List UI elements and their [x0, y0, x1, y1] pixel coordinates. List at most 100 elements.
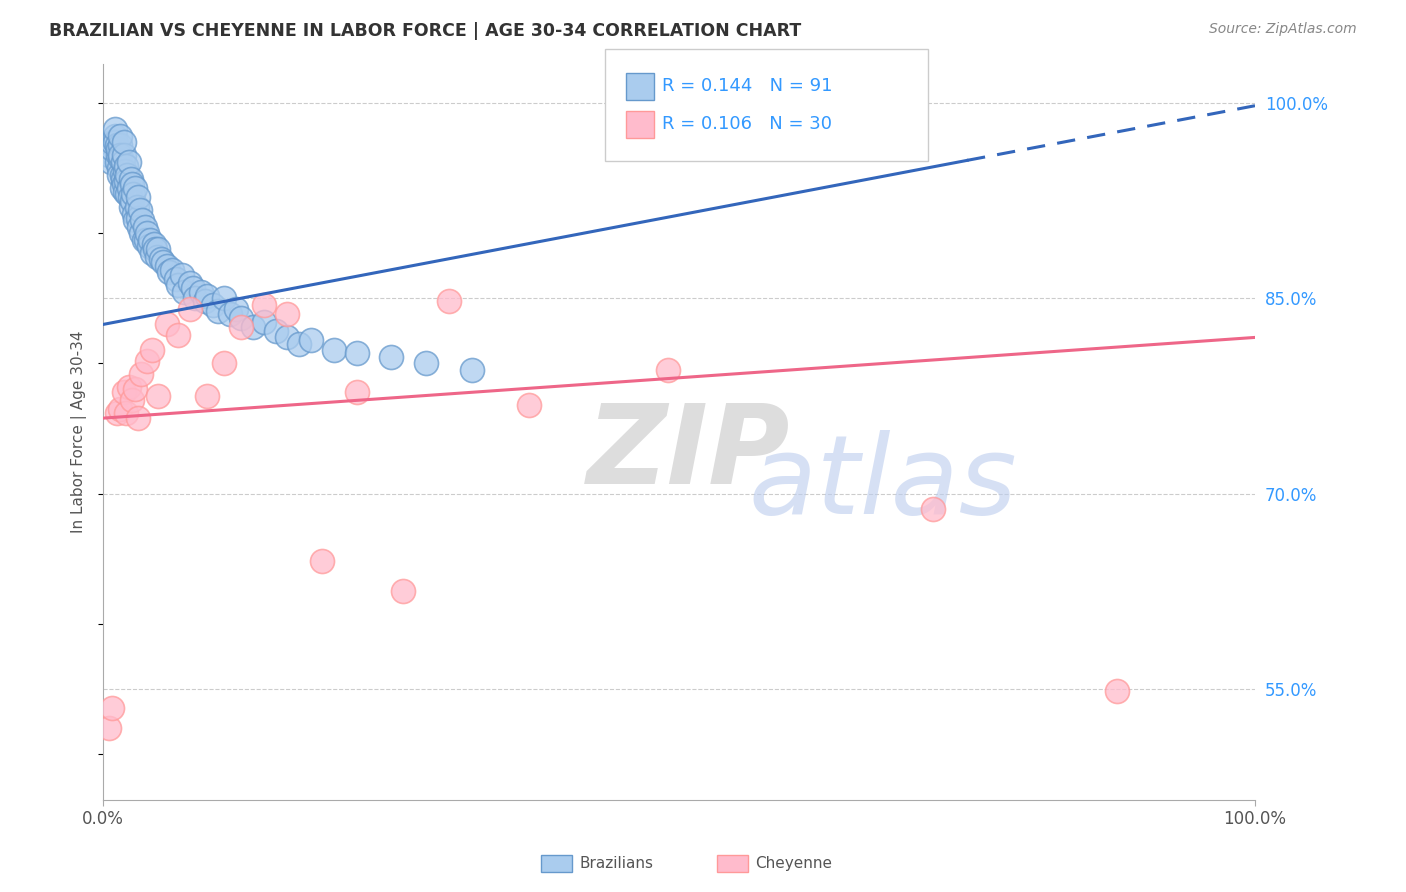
Point	[104, 122, 127, 136]
Point	[135, 233, 157, 247]
Point	[165, 272, 187, 286]
Point	[190, 285, 212, 299]
Point	[155, 259, 177, 273]
Point	[157, 265, 180, 279]
Point	[124, 383, 146, 397]
Point	[219, 307, 242, 321]
Point	[118, 190, 141, 204]
Point	[105, 137, 128, 152]
Point	[122, 187, 145, 202]
Point	[105, 154, 128, 169]
Point	[437, 293, 460, 308]
Point	[142, 236, 165, 251]
Point	[207, 304, 229, 318]
Point	[195, 289, 218, 303]
Point	[117, 180, 139, 194]
Point	[139, 233, 162, 247]
Point	[121, 194, 143, 208]
Point	[201, 298, 224, 312]
Point	[155, 318, 177, 332]
Point	[148, 389, 170, 403]
Point	[121, 177, 143, 191]
Point	[112, 385, 135, 400]
Point	[173, 285, 195, 299]
Point	[108, 168, 131, 182]
Point	[110, 128, 132, 143]
Point	[108, 161, 131, 176]
Point	[110, 148, 132, 162]
Point	[101, 701, 124, 715]
Text: Cheyenne: Cheyenne	[755, 856, 832, 871]
Point	[117, 380, 139, 394]
Point	[146, 250, 169, 264]
Point	[253, 298, 276, 312]
Point	[148, 242, 170, 256]
Point	[167, 278, 190, 293]
Text: atlas: atlas	[748, 430, 1017, 537]
Point	[124, 213, 146, 227]
Point	[657, 363, 679, 377]
Point	[136, 227, 159, 241]
Point	[179, 301, 201, 316]
Point	[112, 135, 135, 149]
Point	[1105, 684, 1128, 698]
Point	[127, 211, 149, 225]
Point	[143, 242, 166, 256]
Point	[129, 227, 152, 241]
Point	[519, 398, 541, 412]
Point	[120, 171, 142, 186]
Point	[276, 307, 298, 321]
Point	[380, 350, 402, 364]
Point	[101, 142, 124, 156]
Y-axis label: In Labor Force | Age 30-34: In Labor Force | Age 30-34	[72, 331, 87, 533]
Point	[415, 356, 437, 370]
Point	[111, 154, 134, 169]
Point	[112, 148, 135, 162]
Point	[346, 385, 368, 400]
Point	[111, 171, 134, 186]
Point	[141, 245, 163, 260]
Point	[129, 367, 152, 381]
Point	[104, 135, 127, 149]
Point	[276, 330, 298, 344]
Point	[264, 324, 287, 338]
Point	[117, 168, 139, 182]
Point	[98, 148, 121, 162]
Point	[212, 356, 235, 370]
Point	[152, 255, 174, 269]
Point	[104, 128, 127, 143]
Point	[115, 159, 138, 173]
Point	[127, 190, 149, 204]
Point	[124, 207, 146, 221]
Point	[461, 363, 484, 377]
Point	[391, 584, 413, 599]
Point	[110, 151, 132, 165]
Point	[127, 411, 149, 425]
Point	[167, 327, 190, 342]
Point	[132, 233, 155, 247]
Point	[195, 389, 218, 403]
Point	[107, 148, 129, 162]
Point	[110, 402, 132, 417]
Point	[105, 406, 128, 420]
Text: Source: ZipAtlas.com: Source: ZipAtlas.com	[1209, 22, 1357, 37]
Point	[125, 200, 148, 214]
Point	[193, 293, 215, 308]
Text: BRAZILIAN VS CHEYENNE IN LABOR FORCE | AGE 30-34 CORRELATION CHART: BRAZILIAN VS CHEYENNE IN LABOR FORCE | A…	[49, 22, 801, 40]
Point	[184, 291, 207, 305]
Point	[149, 252, 172, 267]
Point	[141, 343, 163, 358]
Point	[107, 142, 129, 156]
Point	[181, 281, 204, 295]
Point	[128, 219, 150, 234]
Point	[112, 177, 135, 191]
Point	[120, 200, 142, 214]
Point	[225, 301, 247, 316]
Point	[117, 154, 139, 169]
Point	[138, 239, 160, 253]
Point	[117, 187, 139, 202]
Point	[179, 276, 201, 290]
Point	[311, 554, 333, 568]
Point	[212, 291, 235, 305]
Point	[288, 337, 311, 351]
